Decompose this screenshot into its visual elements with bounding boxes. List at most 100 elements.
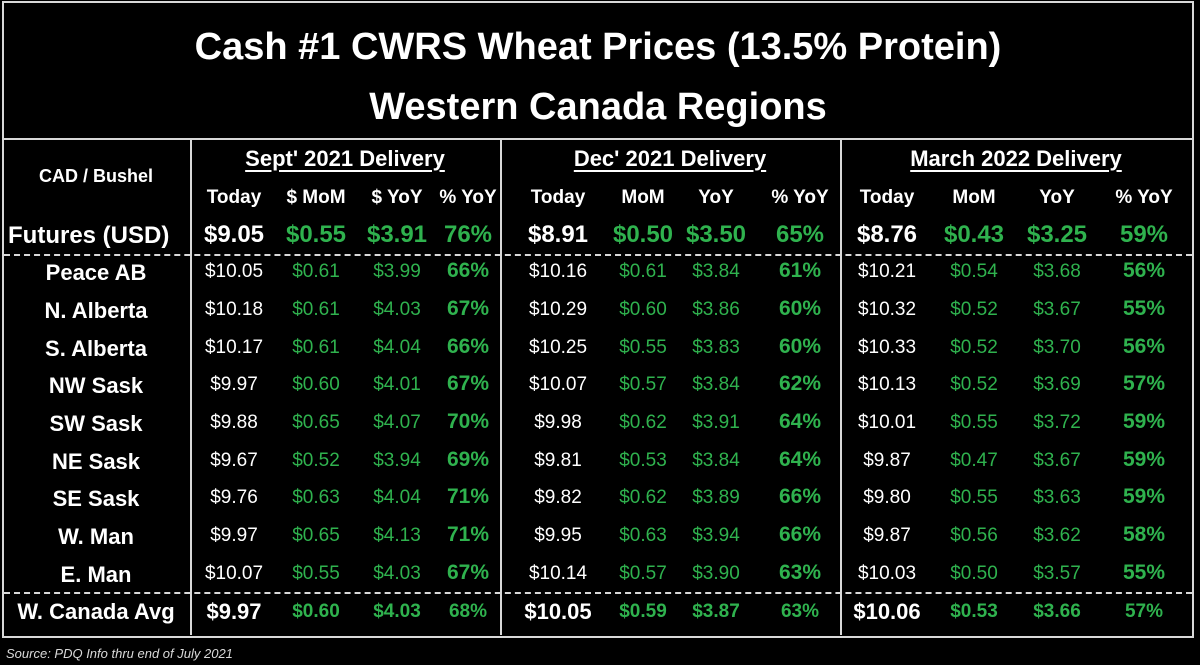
region-value: $0.65 bbox=[292, 525, 340, 546]
region-value: $3.94 bbox=[373, 450, 421, 471]
average-value: $10.05 bbox=[524, 599, 592, 624]
region-value: $0.61 bbox=[292, 299, 340, 320]
region-value: $3.67 bbox=[1033, 299, 1081, 320]
title-line-2: Western Canada Regions bbox=[369, 86, 827, 128]
region-value: $3.99 bbox=[373, 261, 421, 282]
column-header: % YoY bbox=[439, 187, 497, 208]
region-value: 64% bbox=[778, 448, 822, 471]
region-row-label: N. Alberta bbox=[44, 298, 148, 323]
region-value: $0.62 bbox=[619, 412, 667, 433]
region-value: $3.86 bbox=[692, 299, 740, 320]
region-value: $4.03 bbox=[373, 563, 421, 584]
average-value: $0.60 bbox=[292, 601, 340, 622]
region-value: $3.83 bbox=[692, 337, 740, 358]
region-value: $0.55 bbox=[619, 337, 667, 358]
futures-value: $8.76 bbox=[856, 221, 918, 248]
region-value: $3.63 bbox=[1033, 487, 1081, 508]
average-value: 63% bbox=[780, 601, 820, 622]
source-note: Source: PDQ Info thru end of July 2021 bbox=[6, 646, 233, 661]
region-value: 66% bbox=[446, 335, 490, 358]
region-value: 55% bbox=[1122, 561, 1166, 584]
region-value: $10.18 bbox=[204, 299, 264, 320]
region-value: $9.81 bbox=[534, 450, 582, 471]
region-value: $0.54 bbox=[950, 261, 998, 282]
region-value: $10.33 bbox=[857, 337, 917, 358]
region-value: 71% bbox=[446, 523, 490, 546]
column-header: % YoY bbox=[1115, 187, 1173, 208]
average-value: $3.66 bbox=[1033, 601, 1081, 622]
average-divider bbox=[4, 592, 1192, 594]
column-header: $ MoM bbox=[286, 187, 346, 208]
column-divider bbox=[190, 139, 192, 635]
region-value: $0.52 bbox=[950, 337, 998, 358]
region-value: $0.63 bbox=[619, 525, 667, 546]
column-header: MoM bbox=[952, 187, 996, 208]
column-header: Today bbox=[530, 187, 586, 208]
region-value: $10.05 bbox=[204, 261, 264, 282]
futures-value: 76% bbox=[443, 221, 493, 248]
region-value: 66% bbox=[778, 485, 822, 508]
futures-divider bbox=[4, 254, 1192, 256]
region-value: $10.14 bbox=[528, 563, 588, 584]
region-value: 67% bbox=[446, 561, 490, 584]
futures-value: $3.91 bbox=[366, 221, 428, 248]
futures-value: $9.05 bbox=[203, 221, 265, 248]
region-value: $9.80 bbox=[863, 487, 911, 508]
region-value: $10.17 bbox=[204, 337, 264, 358]
region-value: 69% bbox=[446, 448, 490, 471]
region-value: $3.84 bbox=[692, 374, 740, 395]
region-value: $3.62 bbox=[1033, 525, 1081, 546]
region-value: $10.21 bbox=[857, 261, 917, 282]
table-frame bbox=[2, 1, 1194, 638]
futures-value: $0.55 bbox=[285, 221, 347, 248]
region-value: $3.70 bbox=[1033, 337, 1081, 358]
average-value: $9.97 bbox=[206, 599, 262, 624]
region-row-label: W. Man bbox=[58, 524, 134, 549]
region-value: $4.04 bbox=[373, 487, 421, 508]
column-header: YoY bbox=[1039, 187, 1075, 208]
region-value: 71% bbox=[446, 485, 490, 508]
region-value: $0.52 bbox=[292, 450, 340, 471]
region-value: $10.16 bbox=[528, 261, 588, 282]
region-value: $10.13 bbox=[857, 374, 917, 395]
region-row-label: NE Sask bbox=[51, 449, 141, 474]
region-value: $0.61 bbox=[292, 337, 340, 358]
region-value: $9.82 bbox=[534, 487, 582, 508]
region-value: $9.76 bbox=[210, 487, 258, 508]
region-row-label: SE Sask bbox=[52, 486, 140, 511]
region-value: 64% bbox=[778, 410, 822, 433]
column-divider bbox=[500, 139, 502, 635]
region-value: $9.97 bbox=[210, 525, 258, 546]
region-value: $0.65 bbox=[292, 412, 340, 433]
unit-label: CAD / Bushel bbox=[38, 166, 154, 186]
region-value: $0.55 bbox=[292, 563, 340, 584]
region-value: 59% bbox=[1122, 485, 1166, 508]
delivery-group-header: Dec' 2021 Delivery bbox=[573, 146, 767, 171]
region-value: $10.07 bbox=[528, 374, 588, 395]
column-header: YoY bbox=[698, 187, 734, 208]
region-value: $3.90 bbox=[692, 563, 740, 584]
futures-value: $3.50 bbox=[685, 221, 747, 248]
region-value: $0.57 bbox=[619, 374, 667, 395]
region-value: $3.72 bbox=[1033, 412, 1081, 433]
futures-value: 65% bbox=[775, 221, 825, 248]
column-header: Today bbox=[859, 187, 915, 208]
chart-title: Cash #1 CWRS Wheat Prices (13.5% Protein… bbox=[4, 3, 1192, 139]
region-value: $9.95 bbox=[534, 525, 582, 546]
region-value: 61% bbox=[778, 259, 822, 282]
region-value: 55% bbox=[1122, 297, 1166, 320]
region-value: $10.07 bbox=[204, 563, 264, 584]
region-value: $3.69 bbox=[1033, 374, 1081, 395]
average-value: $3.87 bbox=[692, 601, 740, 622]
region-row-label: NW Sask bbox=[48, 373, 144, 398]
region-value: $9.88 bbox=[210, 412, 258, 433]
average-value: $0.53 bbox=[950, 601, 998, 622]
region-value: $10.32 bbox=[857, 299, 917, 320]
region-value: 59% bbox=[1122, 410, 1166, 433]
region-row-label: Peace AB bbox=[45, 260, 147, 285]
futures-value: $0.43 bbox=[943, 221, 1005, 248]
region-value: $9.97 bbox=[210, 374, 258, 395]
average-value: 68% bbox=[448, 601, 488, 622]
delivery-group-header: March 2022 Delivery bbox=[910, 146, 1122, 171]
column-header: % YoY bbox=[771, 187, 829, 208]
